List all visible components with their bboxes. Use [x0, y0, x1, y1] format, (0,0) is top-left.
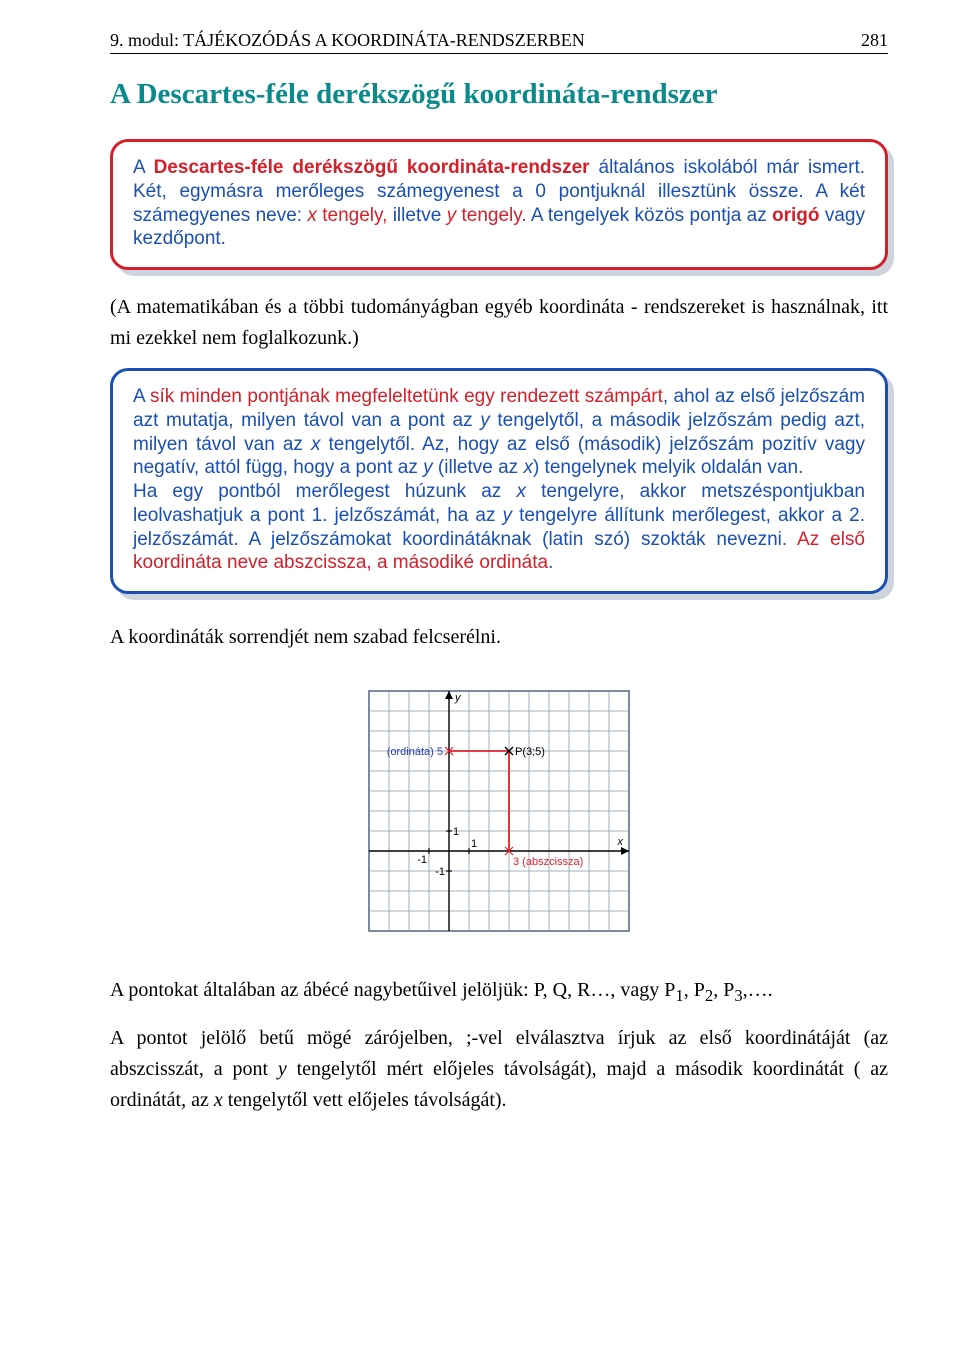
text: , P	[713, 979, 734, 1001]
paragraph-order-warning: A koordináták sorrendjét nem szabad felc…	[110, 622, 888, 653]
svg-text:-1: -1	[417, 854, 427, 866]
svg-text:-1: -1	[435, 866, 445, 878]
callout-explanation: A sík minden pontjának megfeleltetünk eg…	[110, 368, 888, 594]
paragraph-coordinate-writing: A pontot jelölő betű mögé zárójelben, ;-…	[110, 1023, 888, 1116]
svg-text:1: 1	[453, 826, 459, 838]
paragraph-note: (A matematikában és a többi tudományágba…	[110, 292, 888, 354]
svg-text:P(3;5): P(3;5)	[515, 746, 545, 758]
header-module-title: 9. modul: TÁJÉKOZÓDÁS A KOORDINÁTA-RENDS…	[110, 30, 585, 51]
svg-text:1: 1	[471, 838, 477, 850]
subscript: 1	[675, 986, 683, 1005]
text: , P	[684, 979, 705, 1001]
text: tengelytől vett előjeles távolságát).	[223, 1089, 507, 1111]
svg-text:3 (abszcissza): 3 (abszcissza)	[513, 856, 583, 868]
callout-box: A sík minden pontjának megfeleltetünk eg…	[110, 368, 888, 594]
coordinate-chart-wrap: 1-11-1xyP(3;5)(ordináta) 53 (abszcissza)	[110, 689, 888, 933]
page: { "colors": { "title_teal": "#0a8a8c", "…	[0, 0, 960, 1355]
callout-definition: A Descartes-féle derékszögű koordináta-r…	[110, 139, 888, 270]
subscript: 3	[734, 986, 742, 1005]
coordinate-chart: 1-11-1xyP(3;5)(ordináta) 53 (abszcissza)	[367, 689, 631, 933]
page-header: 9. modul: TÁJÉKOZÓDÁS A KOORDINÁTA-RENDS…	[110, 30, 888, 54]
italic-x: x	[214, 1089, 223, 1111]
italic-y: y	[278, 1058, 287, 1080]
callout-box: A Descartes-féle derékszögű koordináta-r…	[110, 139, 888, 270]
subscript: 2	[705, 986, 713, 1005]
paragraph-point-naming: A pontokat általában az ábécé nagybetűiv…	[110, 975, 888, 1009]
svg-text:(ordináta) 5: (ordináta) 5	[387, 746, 443, 758]
svg-text:x: x	[617, 836, 624, 848]
text: A pontokat általában az ábécé nagybetűiv…	[110, 979, 675, 1001]
header-page-number: 281	[861, 30, 888, 51]
text: ,….	[743, 979, 773, 1001]
section-title: A Descartes-féle derékszögű koordináta-r…	[110, 78, 888, 111]
